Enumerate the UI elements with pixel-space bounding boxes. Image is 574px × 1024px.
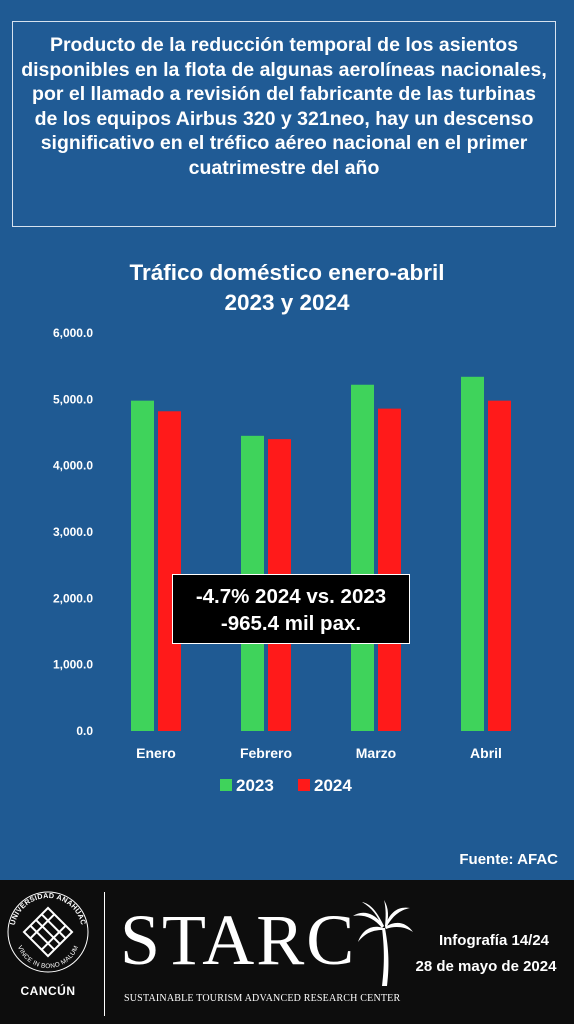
callout-line2: -965.4 mil pax. — [220, 612, 362, 635]
intro-text-box: Producto de la reducción temporal de los… — [12, 21, 556, 227]
source-label: Fuente: AFAC — [459, 851, 558, 868]
footer: UNIVERSIDAD ANÁHUAC VINCE IN BONO MALUM … — [0, 880, 574, 1024]
starc-tagline: SUSTAINABLE TOURISM ADVANCED RESEARCH CE… — [124, 993, 401, 1004]
callout-box: -4.7% 2024 vs. 2023 -965.4 mil pax. — [172, 574, 410, 644]
y-tick-label: 5,000.0 — [53, 392, 93, 406]
legend-swatch — [298, 779, 310, 791]
legend-item-2024: 2024 — [298, 776, 352, 795]
palm-tree-icon — [353, 900, 413, 986]
bar-2023-abril — [461, 376, 484, 731]
y-tick-label: 6,000.0 — [53, 326, 93, 340]
legend-swatch — [220, 779, 232, 791]
chart-title: Tráfico doméstico enero-abril 2023 y 202… — [0, 258, 574, 318]
x-tick-label: Febrero — [240, 745, 292, 761]
y-tick-label: 0.0 — [76, 724, 93, 738]
callout-line1: -4.7% 2024 vs. 2023 — [195, 585, 387, 608]
chart-title-line1: Tráfico doméstico enero-abril — [129, 260, 445, 285]
publication-date: 28 de mayo de 2024 — [415, 958, 557, 975]
x-tick-label: Enero — [136, 745, 176, 761]
infographic-number: Infografía 14/24 — [438, 932, 550, 949]
bar-2024-abril — [488, 400, 511, 731]
y-axis-labels: 0.0 1,000.0 2,000.0 3,000.0 4,000.0 5,000.0 6,… — [53, 326, 93, 738]
x-tick-label: Marzo — [356, 745, 396, 761]
legend: 2023 2024 — [220, 776, 352, 795]
footer-divider — [104, 892, 105, 1016]
bar-chart: 0.0 1,000.0 2,000.0 3,000.0 4,000.0 5,000.0 6,… — [53, 326, 511, 795]
bar-2024-marzo — [378, 408, 401, 731]
y-tick-label: 4,000.0 — [53, 459, 93, 473]
infographic-panel: Producto de la reducción temporal de los… — [0, 0, 574, 880]
x-axis-labels: Enero Febrero Marzo Abril — [136, 745, 502, 761]
y-tick-label: 3,000.0 — [53, 525, 93, 539]
anahuac-logo-icon: UNIVERSIDAD ANÁHUAC VINCE IN BONO MALUM — [7, 891, 89, 973]
starc-logo-text: STARC — [120, 900, 357, 980]
bar-2023-enero — [131, 400, 154, 731]
bar-2023-marzo — [351, 384, 374, 731]
bars — [131, 376, 511, 731]
university-city: CANCÚN — [20, 984, 76, 998]
legend-label: 2024 — [314, 776, 352, 795]
x-tick-label: Abril — [470, 745, 502, 761]
chart-title-line2: 2023 y 2024 — [224, 290, 350, 315]
y-tick-label: 2,000.0 — [53, 591, 93, 605]
legend-label: 2023 — [236, 776, 274, 795]
legend-item-2023: 2023 — [220, 776, 274, 795]
y-tick-label: 1,000.0 — [53, 658, 93, 672]
bar-2024-enero — [158, 411, 181, 731]
